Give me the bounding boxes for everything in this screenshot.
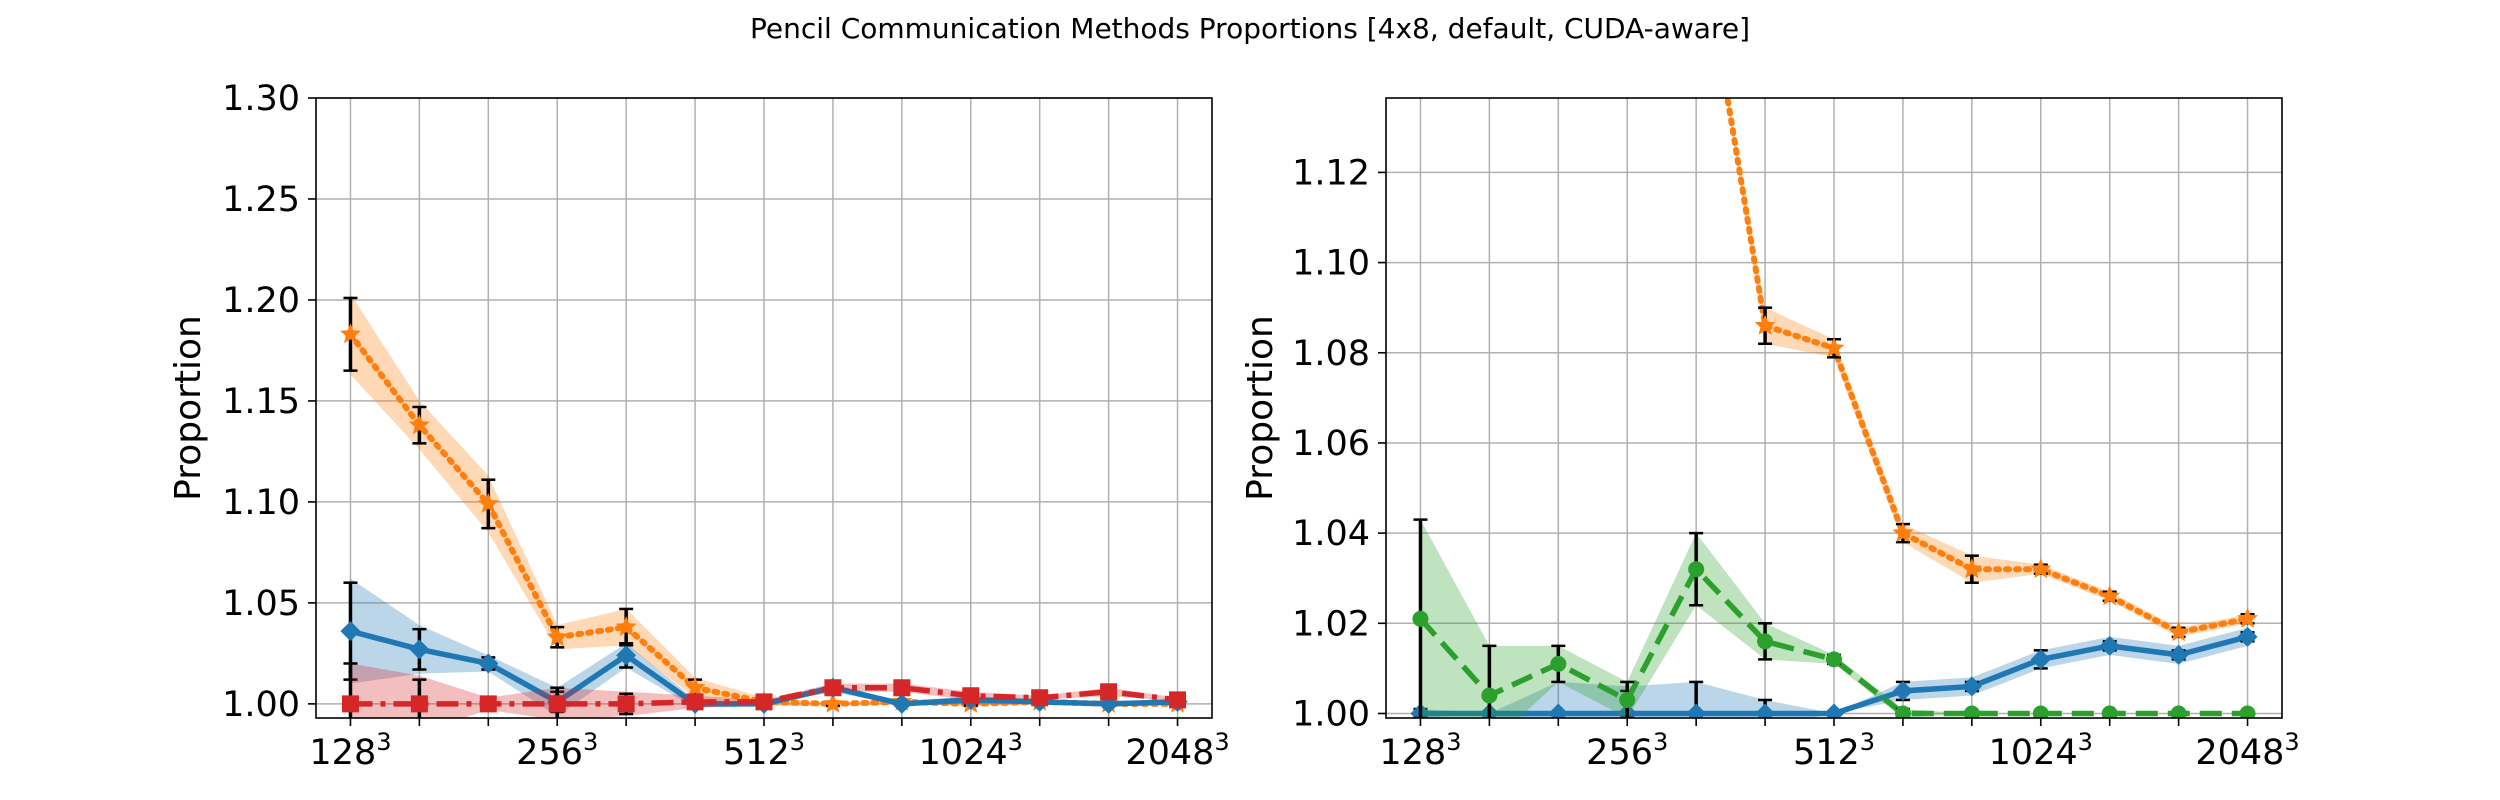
data-point bbox=[2030, 558, 2052, 579]
data-point bbox=[1892, 522, 1914, 542]
series-green bbox=[1412, 518, 2256, 718]
data-point bbox=[1961, 558, 1983, 579]
y-tick-label: 1.12 bbox=[1292, 153, 1370, 193]
y-tick-label: 1.05 bbox=[222, 584, 300, 624]
data-point bbox=[1550, 655, 1567, 672]
confidence-band bbox=[1420, 519, 2248, 718]
data-point bbox=[2099, 585, 2121, 606]
data-point bbox=[2030, 649, 2051, 670]
x-tick-label: 10243 bbox=[1989, 728, 2093, 773]
y-tick-label: 1.00 bbox=[222, 685, 300, 725]
y-tick-label: 1.30 bbox=[222, 79, 300, 119]
data-point bbox=[617, 695, 635, 713]
x-tick-label: 20483 bbox=[1125, 728, 1229, 773]
data-point bbox=[1757, 633, 1774, 650]
right-chart: 1.00 1.02 1.04 1.06 1.08 1.10 1.12 1283 2563 5123… bbox=[1240, 97, 2300, 773]
data-point bbox=[1823, 337, 1845, 358]
data-point bbox=[615, 616, 637, 636]
data-point bbox=[893, 679, 911, 697]
data-point bbox=[1894, 705, 1911, 718]
data-point bbox=[2168, 644, 2189, 665]
data-point bbox=[2237, 626, 2258, 647]
y-axis-label: Proportion bbox=[168, 315, 209, 501]
data-point bbox=[2032, 705, 2049, 718]
data-point bbox=[1824, 703, 1844, 718]
y-tick-label: 1.15 bbox=[222, 382, 300, 422]
x-tick-label: 1283 bbox=[1379, 728, 1461, 773]
data-point bbox=[341, 695, 359, 713]
series-red bbox=[341, 662, 1187, 718]
data-point bbox=[822, 692, 844, 713]
x-tick-label: 5123 bbox=[1793, 728, 1875, 773]
grid bbox=[316, 97, 1212, 718]
y-tick-label: 1.10 bbox=[222, 483, 300, 523]
data-point bbox=[962, 687, 980, 705]
plot-frame bbox=[1385, 97, 2283, 719]
data-point bbox=[891, 693, 912, 714]
data-point bbox=[2101, 705, 2118, 718]
data-point bbox=[2237, 607, 2258, 628]
data-point bbox=[410, 695, 428, 713]
data-point bbox=[824, 679, 842, 697]
x-tick-label: 2563 bbox=[1586, 728, 1668, 773]
confidence-band bbox=[1726, 98, 2248, 637]
y-tick-label: 1.08 bbox=[1292, 334, 1370, 374]
data-point bbox=[546, 626, 568, 647]
y-tick-label: 1.04 bbox=[1292, 514, 1370, 554]
data-point bbox=[340, 323, 361, 344]
data-point bbox=[1548, 703, 1569, 718]
plot-area bbox=[1410, 98, 2258, 718]
plot-area bbox=[340, 293, 1188, 718]
series-orange bbox=[1724, 98, 2258, 642]
y-tick-label: 1.00 bbox=[1292, 694, 1370, 734]
data-point bbox=[1481, 687, 1498, 704]
data-point bbox=[340, 621, 361, 642]
figure-title: Pencil Communication Methods Proportions… bbox=[750, 12, 1750, 45]
data-point bbox=[755, 693, 773, 711]
data-point bbox=[408, 414, 430, 435]
data-point bbox=[409, 639, 430, 660]
data-point bbox=[1892, 680, 1913, 701]
x-tick-label: 5123 bbox=[723, 728, 805, 773]
data-point bbox=[684, 676, 706, 697]
data-point bbox=[1031, 689, 1049, 707]
data-point bbox=[478, 653, 499, 674]
data-point bbox=[2170, 705, 2187, 718]
plot-frame bbox=[315, 97, 1213, 719]
data-point bbox=[1619, 691, 1636, 708]
y-tick-label: 1.25 bbox=[222, 180, 300, 220]
grid bbox=[1386, 98, 2282, 718]
x-tick-label: 20483 bbox=[2195, 728, 2299, 773]
data-point bbox=[1961, 676, 1982, 697]
data-point bbox=[1963, 705, 1980, 718]
data-point bbox=[2099, 635, 2120, 656]
x-tick-label: 1283 bbox=[309, 728, 391, 773]
y-tick-label: 1.06 bbox=[1292, 424, 1370, 464]
data-point bbox=[477, 492, 499, 513]
data-point bbox=[1754, 314, 1776, 335]
data-point bbox=[616, 645, 637, 666]
data-point bbox=[686, 693, 704, 711]
data-point bbox=[2168, 621, 2190, 642]
data-point bbox=[1755, 703, 1776, 718]
left-chart: 1.00 1.05 1.10 1.15 1.20 1.25 1.30 1283 2563 5123… bbox=[168, 79, 1230, 773]
y-tick-label: 1.02 bbox=[1292, 604, 1370, 644]
x-tick-label: 10243 bbox=[919, 728, 1023, 773]
y-tick-label: 1.20 bbox=[222, 281, 300, 321]
data-point bbox=[1100, 683, 1118, 701]
data-point bbox=[548, 695, 566, 713]
data-point bbox=[2239, 705, 2256, 718]
series-line bbox=[1724, 98, 2251, 636]
data-point bbox=[1412, 610, 1429, 627]
data-point bbox=[1826, 651, 1842, 668]
y-axis-label: Proportion bbox=[1240, 315, 1281, 501]
x-tick-label: 2563 bbox=[516, 728, 598, 773]
data-point bbox=[1169, 691, 1187, 709]
data-point bbox=[479, 695, 497, 713]
data-point bbox=[1686, 703, 1707, 718]
data-point bbox=[1688, 561, 1705, 578]
y-tick-label: 1.10 bbox=[1292, 244, 1370, 284]
